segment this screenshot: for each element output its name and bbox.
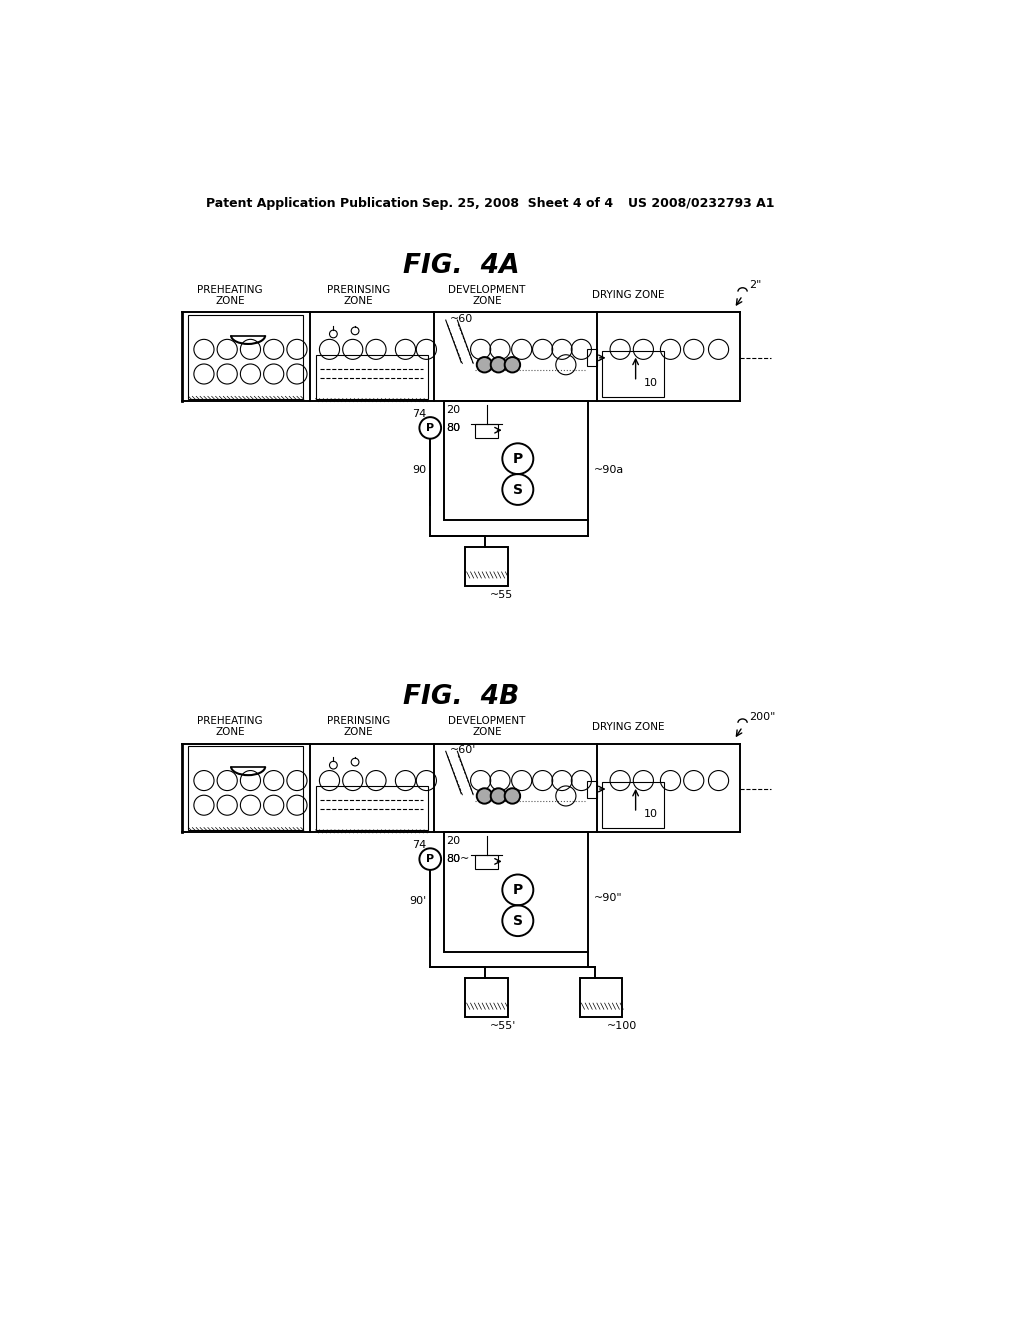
Text: ~90": ~90"	[594, 892, 623, 903]
Text: ~60': ~60'	[450, 744, 476, 755]
Text: ~100: ~100	[607, 1022, 638, 1031]
Text: 90': 90'	[410, 896, 426, 907]
Bar	[580, 978, 623, 1016]
Text: PREHEATING
ZONE: PREHEATING ZONE	[198, 715, 263, 738]
Bar	[188, 746, 303, 830]
Text: FIG.  4A: FIG. 4A	[403, 253, 519, 280]
Bar	[188, 314, 303, 399]
Text: P: P	[513, 883, 523, 896]
Text: ~55: ~55	[490, 590, 514, 601]
Text: S: S	[513, 913, 523, 928]
Text: ~55': ~55'	[490, 1022, 517, 1031]
Text: 74: 74	[412, 841, 426, 850]
Text: ~60: ~60	[450, 314, 473, 323]
Text: P: P	[426, 854, 434, 865]
Text: S: S	[513, 483, 523, 496]
Circle shape	[490, 788, 506, 804]
Bar	[465, 978, 508, 1016]
Text: PRERINSING
ZONE: PRERINSING ZONE	[327, 715, 390, 738]
Bar	[587, 780, 597, 797]
Text: P: P	[513, 451, 523, 466]
Bar	[602, 351, 665, 397]
Text: 80: 80	[446, 854, 461, 865]
Circle shape	[505, 356, 520, 372]
Text: FIG.  4B: FIG. 4B	[403, 684, 519, 710]
Circle shape	[477, 356, 493, 372]
Text: 20: 20	[446, 405, 461, 416]
Text: 2": 2"	[750, 280, 762, 290]
Text: 80: 80	[446, 422, 461, 433]
Circle shape	[505, 788, 520, 804]
Bar	[602, 781, 665, 829]
Text: Sep. 25, 2008  Sheet 4 of 4: Sep. 25, 2008 Sheet 4 of 4	[423, 197, 613, 210]
Bar	[315, 355, 428, 399]
Text: ~90a: ~90a	[594, 465, 624, 475]
Text: 10: 10	[643, 379, 657, 388]
Circle shape	[477, 788, 493, 804]
Text: DEVELOPMENT
ZONE: DEVELOPMENT ZONE	[449, 715, 525, 738]
Text: 80~: 80~	[446, 854, 470, 865]
Text: 90: 90	[413, 465, 426, 475]
Text: Patent Application Publication: Patent Application Publication	[206, 197, 418, 210]
Bar	[465, 548, 508, 586]
Text: 10: 10	[643, 809, 657, 820]
Text: DRYING ZONE: DRYING ZONE	[592, 722, 665, 731]
Text: DRYING ZONE: DRYING ZONE	[592, 290, 665, 301]
Text: 20: 20	[446, 837, 461, 846]
Text: P: P	[426, 422, 434, 433]
Circle shape	[490, 356, 506, 372]
Bar	[315, 785, 428, 830]
Text: US 2008/0232793 A1: US 2008/0232793 A1	[628, 197, 774, 210]
Bar	[587, 350, 597, 367]
Bar	[444, 832, 588, 952]
Text: PRERINSING
ZONE: PRERINSING ZONE	[327, 285, 390, 306]
Text: 80: 80	[446, 422, 461, 433]
Text: DEVELOPMENT
ZONE: DEVELOPMENT ZONE	[449, 285, 525, 306]
Text: PREHEATING
ZONE: PREHEATING ZONE	[198, 285, 263, 306]
Text: 74: 74	[412, 409, 426, 418]
Bar	[475, 855, 499, 869]
Bar	[475, 424, 499, 438]
Text: 200": 200"	[750, 711, 776, 722]
Bar	[444, 401, 588, 520]
